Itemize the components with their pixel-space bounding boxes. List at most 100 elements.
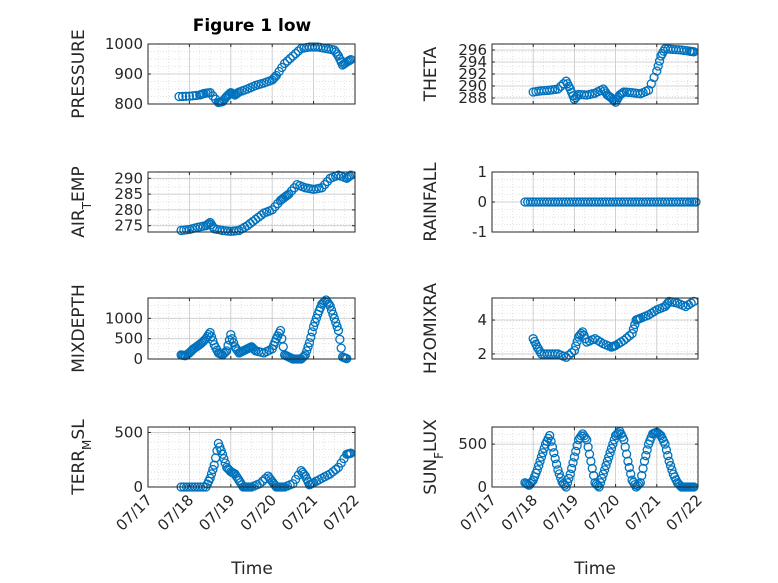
data-point-interp	[686, 298, 696, 308]
data-point-interp	[626, 469, 636, 479]
data-point-interp	[588, 470, 599, 481]
data-point-interp	[340, 353, 350, 363]
data-point-interp	[538, 448, 548, 458]
data-point	[288, 51, 298, 61]
data-point	[569, 452, 580, 462]
data-point-interp	[336, 343, 346, 353]
data-point-interp	[634, 479, 644, 489]
data-point-interp	[601, 460, 611, 471]
data-point	[536, 452, 547, 462]
data-point-interp	[274, 328, 284, 338]
data-point	[569, 345, 580, 356]
y-tick-label: 500	[458, 435, 487, 453]
data-point-interp	[605, 448, 615, 458]
data-point-interp	[560, 480, 570, 490]
data-point-interp	[632, 88, 643, 99]
data-point-interp	[328, 309, 338, 319]
data-point-interp	[253, 212, 264, 222]
data-point-interp	[546, 436, 556, 446]
data-point	[329, 313, 339, 323]
data-point-interp	[632, 480, 643, 491]
data-point-interp	[239, 85, 250, 95]
data-point	[627, 328, 637, 339]
data-point-interp	[256, 347, 266, 357]
data-point-interp	[535, 456, 545, 466]
data-point	[606, 443, 617, 454]
y-tick-label: 0	[477, 193, 487, 211]
axes-box	[491, 426, 699, 488]
y-axis-label: TERRMSL	[69, 419, 94, 496]
data-point-interp	[572, 336, 582, 347]
data-point-interp	[335, 334, 345, 344]
y-tick-label: 2	[477, 345, 487, 363]
data-point-interp	[260, 473, 270, 484]
x-tick-label: 07/18	[154, 491, 197, 534]
x-tick-label: 07/21	[278, 491, 321, 534]
x-tick-label: 07/22	[320, 491, 363, 534]
data-point-interp	[531, 339, 541, 349]
data-point	[565, 469, 575, 479]
axes-box	[491, 171, 699, 233]
subplot-pressure: 800 900 1000 PRESSURE	[69, 29, 356, 119]
data-point-interp	[597, 473, 607, 484]
data-point-interp	[310, 317, 320, 328]
y-tick-label: 280	[114, 201, 143, 219]
data-point-interp	[248, 81, 258, 92]
axes-box	[491, 297, 699, 360]
data-point-interp	[270, 202, 280, 212]
data-point-interp	[281, 191, 291, 201]
data-point-interp	[202, 219, 212, 230]
data-point-interp	[231, 226, 241, 236]
data-point-interp	[604, 341, 614, 351]
subplot-rainfall: -1 0 1 RAINFALL	[421, 162, 701, 242]
data-point-interp	[318, 298, 328, 308]
data-point-interp	[587, 89, 597, 99]
data-point-interp	[621, 333, 632, 343]
data-point-interp	[277, 62, 287, 73]
data-point-interp	[558, 351, 569, 361]
data-point-interp	[344, 55, 355, 66]
data-point-interp	[564, 81, 574, 92]
axes-box	[147, 297, 356, 360]
y-axis-label: RAINFALL	[421, 162, 441, 242]
data-point	[664, 456, 674, 466]
y-axis-label: SUNFLUX	[421, 419, 446, 495]
data-point-interp	[599, 465, 610, 475]
data-point-interp	[567, 348, 577, 358]
data-point-interp	[608, 94, 618, 105]
data-point-interp	[331, 317, 341, 328]
data-point-interp	[282, 56, 293, 66]
data-point-interp	[641, 311, 651, 321]
y-tick-label: 288	[458, 89, 487, 107]
data-point-interp	[219, 453, 229, 464]
data-point-interp	[663, 450, 673, 461]
data-point-interp	[297, 352, 308, 363]
data-point-interp	[587, 335, 597, 345]
data-point	[304, 338, 315, 348]
data-point-interp	[285, 480, 295, 490]
data-point	[184, 91, 195, 101]
data-point	[308, 321, 319, 332]
data-point-interp	[550, 84, 560, 95]
data-point-interp	[595, 85, 606, 96]
axes-box	[147, 43, 356, 105]
data-point-interp	[220, 458, 230, 468]
data-point-interp	[293, 46, 304, 56]
data-point	[226, 329, 236, 340]
data-point-interp	[547, 442, 558, 452]
data-point-interp	[228, 89, 239, 99]
data-point-interp	[332, 321, 342, 332]
y-tick-label: 0	[477, 478, 487, 496]
data-point-interp	[593, 480, 603, 491]
data-point-interp	[624, 462, 634, 473]
data-point-interp	[291, 48, 301, 59]
data-point-interp	[620, 442, 630, 452]
data-point-interp	[661, 300, 672, 310]
data-point-interp	[572, 91, 582, 101]
subplot-mixdepth: 0 500 1000 MIXDEPTH	[69, 284, 356, 373]
data-point-interp	[571, 92, 581, 103]
data-point-interp	[571, 341, 581, 351]
data-point	[549, 448, 559, 458]
